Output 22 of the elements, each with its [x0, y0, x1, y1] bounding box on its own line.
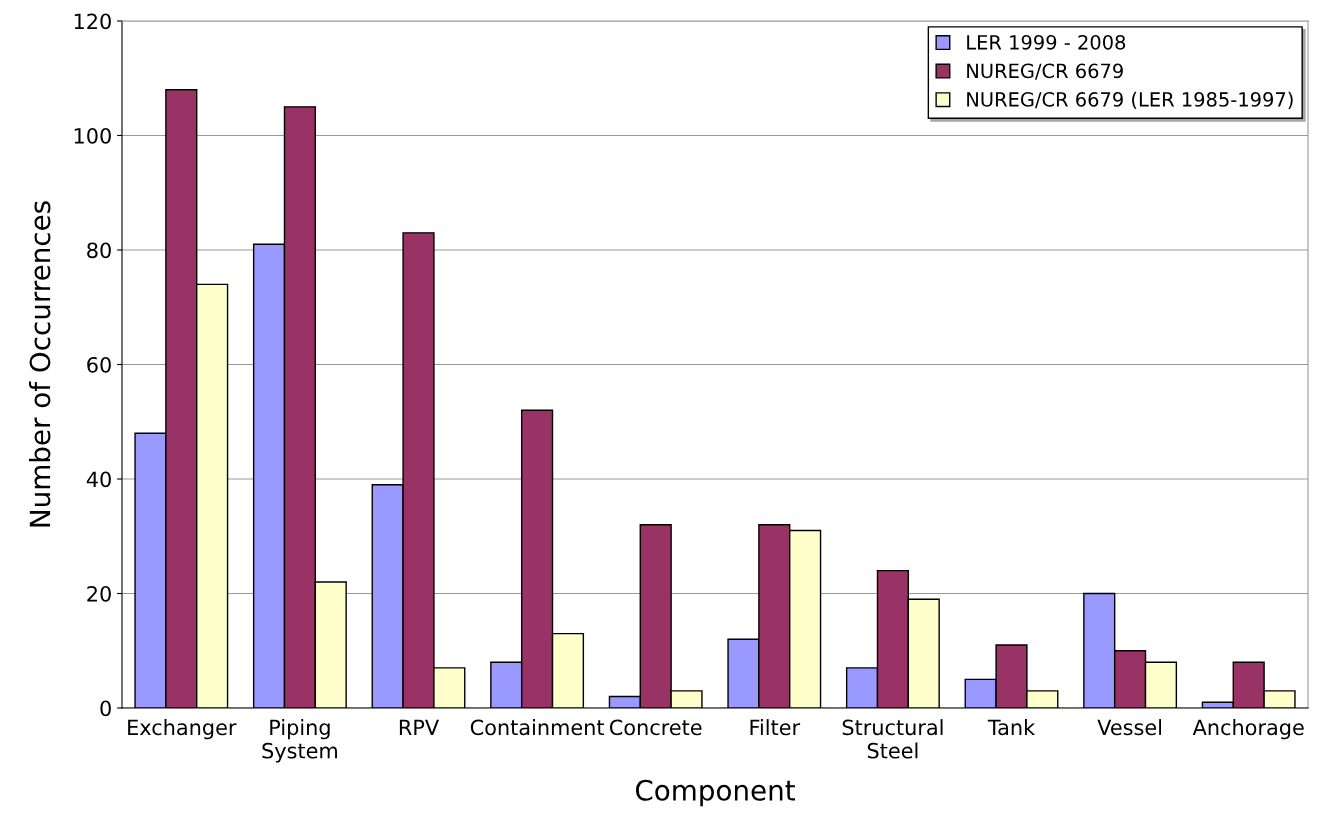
y-tick-label: 40	[86, 471, 111, 488]
x-tick-label: Structural Steel	[842, 719, 943, 759]
x-tick-label: Concrete	[609, 719, 702, 736]
legend-label: LER 1999 - 2008	[967, 34, 1126, 50]
x-tick-label: Containment	[470, 719, 605, 736]
legend-label: NUREG/CR 6679	[967, 63, 1123, 80]
y-tick-label: 80	[87, 242, 111, 259]
x-tick-label: Vessel	[1097, 719, 1162, 736]
y-tick-label: 20	[87, 585, 111, 602]
y-tick-label: 100	[74, 127, 111, 144]
y-tick-label: 120	[74, 13, 111, 30]
x-tick-label: RPV	[399, 719, 439, 735]
legend-label: NUREG/CR 6679 (LER 1985-1997)	[967, 91, 1293, 110]
x-tick-label: Exchanger	[128, 719, 237, 740]
x-tick-label: Filter	[750, 719, 801, 736]
x-tick-label: Tank	[987, 719, 1036, 736]
y-tick-label: 60	[87, 356, 111, 373]
x-axis-title: Component	[635, 779, 795, 807]
x-tick-label: Anchorage	[1192, 719, 1304, 740]
y-axis-title: Number of Occurrences	[28, 201, 51, 527]
y-tick-label: 0	[100, 700, 111, 717]
x-tick-label: Piping System	[262, 719, 337, 763]
